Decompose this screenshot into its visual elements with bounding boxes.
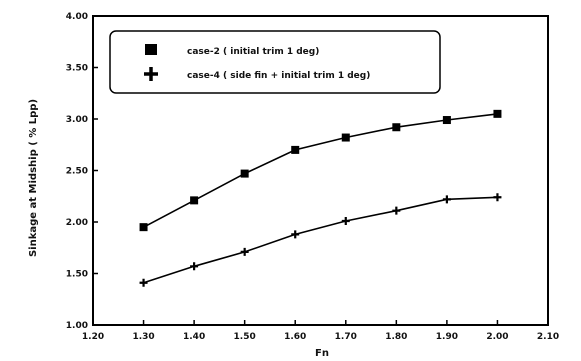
series-2-point xyxy=(240,247,249,256)
y-tick-label: 1.00 xyxy=(66,321,88,331)
series-layer xyxy=(139,109,502,287)
x-axis-title: Fn xyxy=(315,348,329,359)
series-1-point xyxy=(139,223,148,232)
x-ticks: 1.20 1.30 1.40 1.50 1.60 1.70 1.80 1.90 2.00 2.10 xyxy=(82,320,559,342)
series-2-point xyxy=(291,230,300,239)
y-ticks: 1.00 1.50 2.00 2.50 3.00 3.50 4.00 xyxy=(66,12,98,331)
x-tick-label: 1.90 xyxy=(436,332,458,342)
y-tick-label: 3.50 xyxy=(66,64,88,74)
series-1-point xyxy=(493,109,502,118)
series-2-point xyxy=(392,206,401,215)
x-tick-label: 2.10 xyxy=(537,332,559,342)
series-2-point xyxy=(139,278,148,287)
series-1-point xyxy=(190,196,199,205)
series-1-point xyxy=(240,169,249,178)
series-1-point xyxy=(442,116,451,125)
series-2-point xyxy=(493,193,502,202)
x-tick-label: 1.50 xyxy=(234,332,256,342)
series-2-point xyxy=(442,195,451,204)
series-1-line xyxy=(143,113,498,228)
x-tick-label: 1.70 xyxy=(335,332,357,342)
x-tick-label: 1.30 xyxy=(132,332,154,342)
legend-frame xyxy=(109,30,441,94)
legend: case-2 ( initial trim 1 deg) case-4 ( si… xyxy=(109,30,441,94)
series-2-point xyxy=(341,216,350,225)
legend-marker-square xyxy=(145,44,157,55)
y-tick-label: 2.50 xyxy=(66,167,88,177)
legend-marker-plus xyxy=(144,67,158,81)
x-tick-label: 1.80 xyxy=(385,332,407,342)
legend-label-series-1: case-2 ( initial trim 1 deg) xyxy=(187,47,319,57)
series-1-point xyxy=(291,145,300,154)
series-1-point xyxy=(392,123,401,132)
series-2-line xyxy=(143,196,498,284)
series-2-point xyxy=(190,262,199,271)
x-tick-label: 1.20 xyxy=(82,332,104,342)
legend-label-series-2: case-4 ( side fin + initial trim 1 deg) xyxy=(187,71,370,81)
y-tick-label: 4.00 xyxy=(66,12,88,22)
y-tick-label: 2.00 xyxy=(66,218,88,228)
x-tick-label: 1.40 xyxy=(183,332,205,342)
y-axis-title: Sinkage at Midship ( % Lpp) xyxy=(28,99,39,257)
series-1-point xyxy=(341,133,350,142)
x-tick-label: 1.60 xyxy=(284,332,306,342)
y-tick-label: 3.00 xyxy=(66,115,88,125)
y-tick-label: 1.50 xyxy=(66,270,88,280)
x-tick-label: 2.00 xyxy=(486,332,508,342)
